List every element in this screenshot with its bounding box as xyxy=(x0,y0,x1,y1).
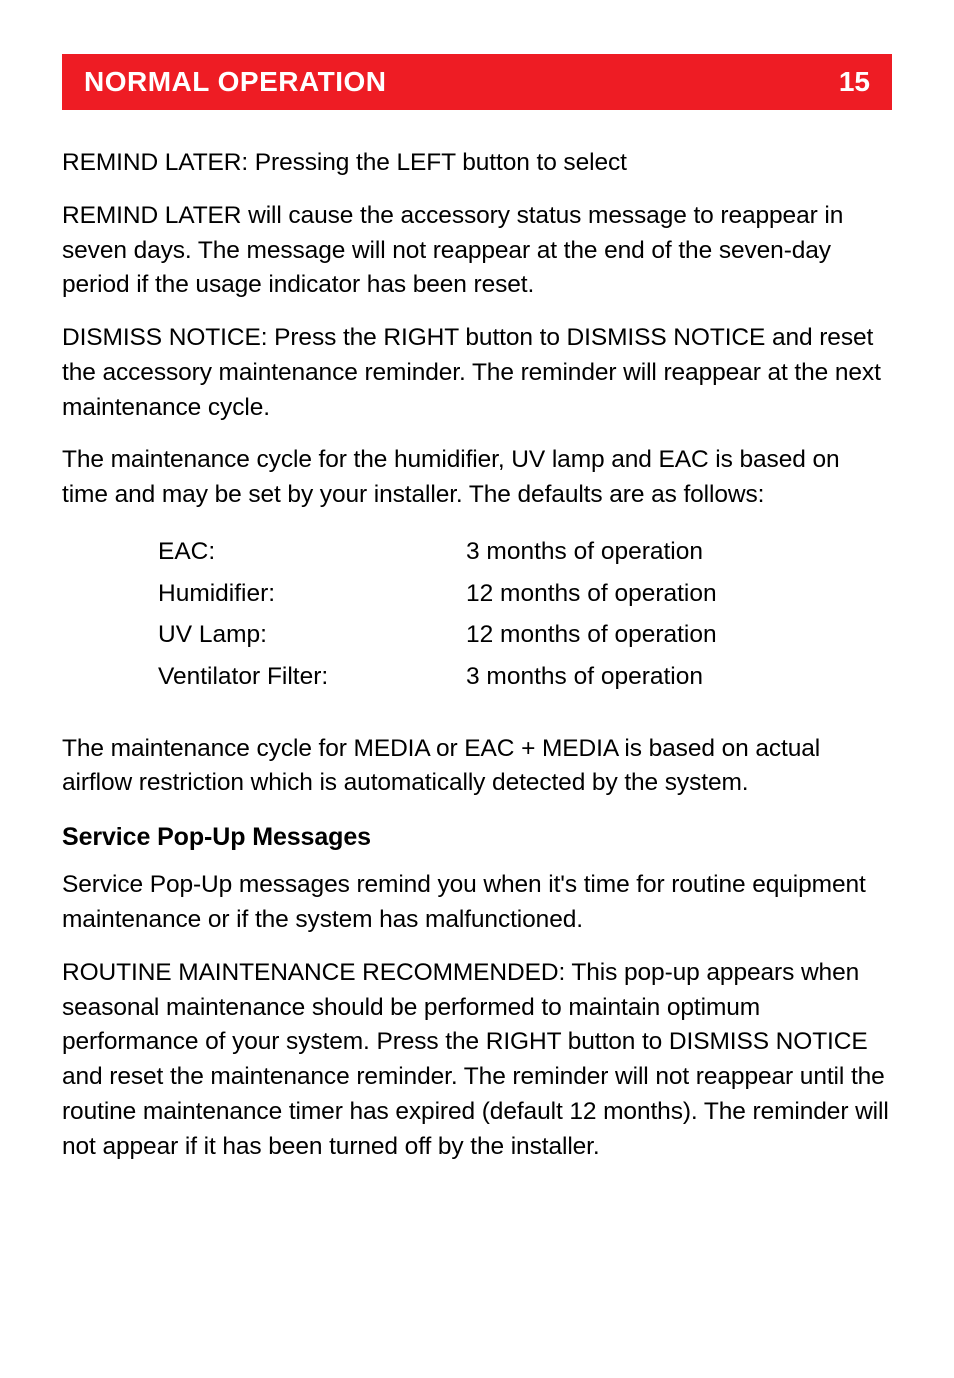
paragraph-service-popup-intro: Service Pop-Up messages remind you when … xyxy=(62,868,892,938)
maint-label-eac: EAC: xyxy=(158,531,466,573)
table-row: UV Lamp: 12 months of operation xyxy=(158,614,892,656)
page-number: 15 xyxy=(839,66,870,98)
maint-label-ventilator: Ventilator Filter: xyxy=(158,656,466,698)
table-row: Ventilator Filter: 3 months of operation xyxy=(158,656,892,698)
paragraph-remind-later-intro: REMIND LATER: Pressing the LEFT button t… xyxy=(62,146,892,181)
section-header: NORMAL OPERATION 15 xyxy=(62,54,892,110)
maint-value-eac: 3 months of operation xyxy=(466,531,703,573)
maint-label-humidifier: Humidifier: xyxy=(158,573,466,615)
maint-label-uvlamp: UV Lamp: xyxy=(158,614,466,656)
paragraph-media-cycle: The maintenance cycle for MEDIA or EAC +… xyxy=(62,732,892,802)
maint-value-uvlamp: 12 months of operation xyxy=(466,614,717,656)
subheading-service-popup: Service Pop-Up Messages xyxy=(62,823,892,852)
maintenance-table: EAC: 3 months of operation Humidifier: 1… xyxy=(158,531,892,698)
table-row: EAC: 3 months of operation xyxy=(158,531,892,573)
paragraph-maintenance-cycle-intro: The maintenance cycle for the humidifier… xyxy=(62,443,892,513)
table-row: Humidifier: 12 months of operation xyxy=(158,573,892,615)
paragraph-dismiss-notice: DISMISS NOTICE: Press the RIGHT button t… xyxy=(62,321,892,425)
paragraph-remind-later-detail: REMIND LATER will cause the accessory st… xyxy=(62,199,892,303)
maint-value-ventilator: 3 months of operation xyxy=(466,656,703,698)
maint-value-humidifier: 12 months of operation xyxy=(466,573,717,615)
section-title: NORMAL OPERATION xyxy=(84,66,387,98)
paragraph-routine-maintenance: ROUTINE MAINTENANCE RECOMMENDED: This po… xyxy=(62,956,892,1165)
